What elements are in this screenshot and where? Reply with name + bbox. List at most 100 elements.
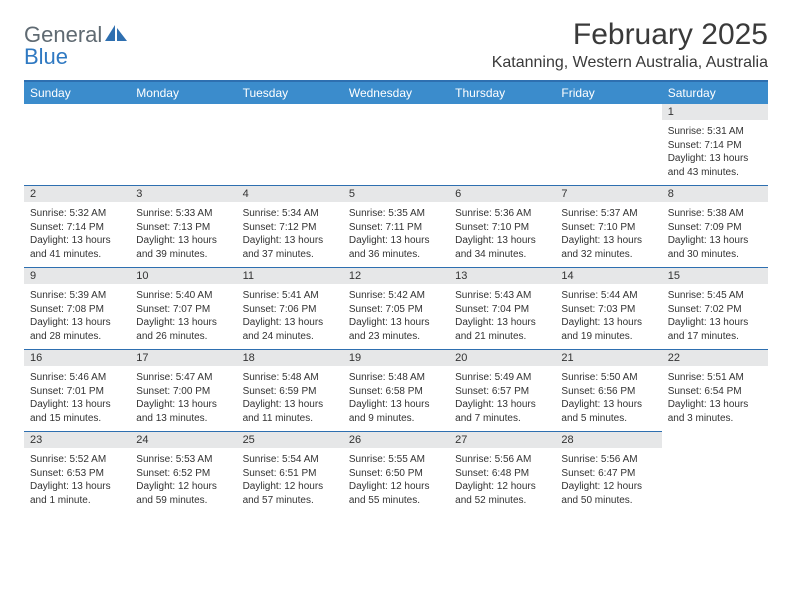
day-content: Sunrise: 5:45 AMSunset: 7:02 PMDaylight:… (662, 286, 768, 349)
sunrise-line: Sunrise: 5:54 AM (243, 453, 337, 467)
sunrise-line: Sunrise: 5:42 AM (349, 289, 443, 303)
logo: General Blue (24, 24, 128, 68)
daylight-line: Daylight: 13 hours and 15 minutes. (30, 398, 124, 425)
day-content: Sunrise: 5:56 AMSunset: 6:47 PMDaylight:… (555, 450, 661, 513)
sunset-line: Sunset: 6:48 PM (455, 467, 549, 481)
sunset-line: Sunset: 7:05 PM (349, 303, 443, 317)
day-content: Sunrise: 5:43 AMSunset: 7:04 PMDaylight:… (449, 286, 555, 349)
calendar: SundayMondayTuesdayWednesdayThursdayFrid… (24, 80, 768, 513)
day-cell: 24Sunrise: 5:53 AMSunset: 6:52 PMDayligh… (130, 431, 236, 513)
sunset-line: Sunset: 6:50 PM (349, 467, 443, 481)
weekday-label: Friday (555, 82, 661, 104)
daylight-line: Daylight: 13 hours and 11 minutes. (243, 398, 337, 425)
sunrise-line: Sunrise: 5:33 AM (136, 207, 230, 221)
sunset-line: Sunset: 7:08 PM (30, 303, 124, 317)
sunrise-line: Sunrise: 5:51 AM (668, 371, 762, 385)
day-cell: 9Sunrise: 5:39 AMSunset: 7:08 PMDaylight… (24, 267, 130, 349)
day-cell: 23Sunrise: 5:52 AMSunset: 6:53 PMDayligh… (24, 431, 130, 513)
weekday-label: Tuesday (237, 82, 343, 104)
day-number: 4 (237, 185, 343, 204)
day-cell: 19Sunrise: 5:48 AMSunset: 6:58 PMDayligh… (343, 349, 449, 431)
day-number: 8 (662, 185, 768, 204)
day-number: 19 (343, 349, 449, 368)
weekday-label: Sunday (24, 82, 130, 104)
daylight-line: Daylight: 13 hours and 5 minutes. (561, 398, 655, 425)
days-grid: 1Sunrise: 5:31 AMSunset: 7:14 PMDaylight… (24, 104, 768, 513)
sunset-line: Sunset: 7:04 PM (455, 303, 549, 317)
day-cell: 22Sunrise: 5:51 AMSunset: 6:54 PMDayligh… (662, 349, 768, 431)
logo-text: General Blue (24, 24, 128, 68)
sunrise-line: Sunrise: 5:31 AM (668, 125, 762, 139)
day-number: 3 (130, 185, 236, 204)
sunset-line: Sunset: 7:13 PM (136, 221, 230, 235)
sunrise-line: Sunrise: 5:56 AM (561, 453, 655, 467)
day-number: 6 (449, 185, 555, 204)
day-content: Sunrise: 5:38 AMSunset: 7:09 PMDaylight:… (662, 204, 768, 267)
daylight-line: Daylight: 13 hours and 24 minutes. (243, 316, 337, 343)
weekday-label: Wednesday (343, 82, 449, 104)
day-content: Sunrise: 5:51 AMSunset: 6:54 PMDaylight:… (662, 368, 768, 431)
day-number: 16 (24, 349, 130, 368)
daylight-line: Daylight: 12 hours and 50 minutes. (561, 480, 655, 507)
day-number: 9 (24, 267, 130, 286)
daylight-line: Daylight: 13 hours and 43 minutes. (668, 152, 762, 179)
sunrise-line: Sunrise: 5:37 AM (561, 207, 655, 221)
day-cell: 1 Sunrise: 5:31 AMSunset: 7:14 PMDaylight… (662, 104, 768, 185)
day-number: 26 (343, 431, 449, 450)
empty-day (555, 104, 661, 185)
day-number: 23 (24, 431, 130, 450)
sunrise-line: Sunrise: 5:41 AM (243, 289, 337, 303)
sunset-line: Sunset: 7:02 PM (668, 303, 762, 317)
sunset-line: Sunset: 7:12 PM (243, 221, 337, 235)
day-content: Sunrise: 5:52 AMSunset: 6:53 PMDaylight:… (24, 450, 130, 513)
sunset-line: Sunset: 6:59 PM (243, 385, 337, 399)
day-cell: 11 Sunrise: 5:41 AMSunset: 7:06 PMDayligh… (237, 267, 343, 349)
day-cell: 7Sunrise: 5:37 AMSunset: 7:10 PMDaylight… (555, 185, 661, 267)
day-cell: 8Sunrise: 5:38 AMSunset: 7:09 PMDaylight… (662, 185, 768, 267)
sunset-line: Sunset: 7:14 PM (668, 139, 762, 153)
sunrise-line: Sunrise: 5:39 AM (30, 289, 124, 303)
day-content: Sunrise: 5:54 AMSunset: 6:51 PMDaylight:… (237, 450, 343, 513)
sunset-line: Sunset: 6:51 PM (243, 467, 337, 481)
sunrise-line: Sunrise: 5:32 AM (30, 207, 124, 221)
weekday-label: Thursday (449, 82, 555, 104)
day-number: 27 (449, 431, 555, 450)
day-cell: 2Sunrise: 5:32 AMSunset: 7:14 PMDaylight… (24, 185, 130, 267)
sunrise-line: Sunrise: 5:47 AM (136, 371, 230, 385)
day-number: 13 (449, 267, 555, 286)
day-number: 7 (555, 185, 661, 204)
logo-word2: Blue (24, 44, 68, 69)
empty-day (343, 104, 449, 185)
day-content: Sunrise: 5:50 AMSunset: 6:56 PMDaylight:… (555, 368, 661, 431)
day-content: Sunrise: 5:44 AMSunset: 7:03 PMDaylight:… (555, 286, 661, 349)
day-cell: 12Sunrise: 5:42 AMSunset: 7:05 PMDayligh… (343, 267, 449, 349)
day-number: 20 (449, 349, 555, 368)
day-number: 1 (662, 104, 768, 122)
sunrise-line: Sunrise: 5:38 AM (668, 207, 762, 221)
header: General Blue February 2025 Katanning, We… (24, 18, 768, 72)
daylight-line: Daylight: 13 hours and 37 minutes. (243, 234, 337, 261)
sunrise-line: Sunrise: 5:52 AM (30, 453, 124, 467)
day-content: Sunrise: 5:53 AMSunset: 6:52 PMDaylight:… (130, 450, 236, 513)
weekday-row: SundayMondayTuesdayWednesdayThursdayFrid… (24, 82, 768, 104)
day-cell: 13Sunrise: 5:43 AMSunset: 7:04 PMDayligh… (449, 267, 555, 349)
sunrise-line: Sunrise: 5:53 AM (136, 453, 230, 467)
day-number: 11 (237, 267, 343, 286)
daylight-line: Daylight: 13 hours and 9 minutes. (349, 398, 443, 425)
day-number: 14 (555, 267, 661, 286)
sunset-line: Sunset: 7:11 PM (349, 221, 443, 235)
empty-day (449, 104, 555, 185)
sunrise-line: Sunrise: 5:34 AM (243, 207, 337, 221)
day-cell: 26Sunrise: 5:55 AMSunset: 6:50 PMDayligh… (343, 431, 449, 513)
sunset-line: Sunset: 7:00 PM (136, 385, 230, 399)
sunrise-line: Sunrise: 5:48 AM (349, 371, 443, 385)
daylight-line: Daylight: 13 hours and 32 minutes. (561, 234, 655, 261)
daylight-line: Daylight: 12 hours and 52 minutes. (455, 480, 549, 507)
day-content: Sunrise: 5:35 AMSunset: 7:11 PMDaylight:… (343, 204, 449, 267)
sunset-line: Sunset: 7:06 PM (243, 303, 337, 317)
month-title: February 2025 (492, 18, 768, 52)
sunrise-line: Sunrise: 5:55 AM (349, 453, 443, 467)
day-number: 28 (555, 431, 661, 450)
sunrise-line: Sunrise: 5:50 AM (561, 371, 655, 385)
daylight-line: Daylight: 13 hours and 39 minutes. (136, 234, 230, 261)
